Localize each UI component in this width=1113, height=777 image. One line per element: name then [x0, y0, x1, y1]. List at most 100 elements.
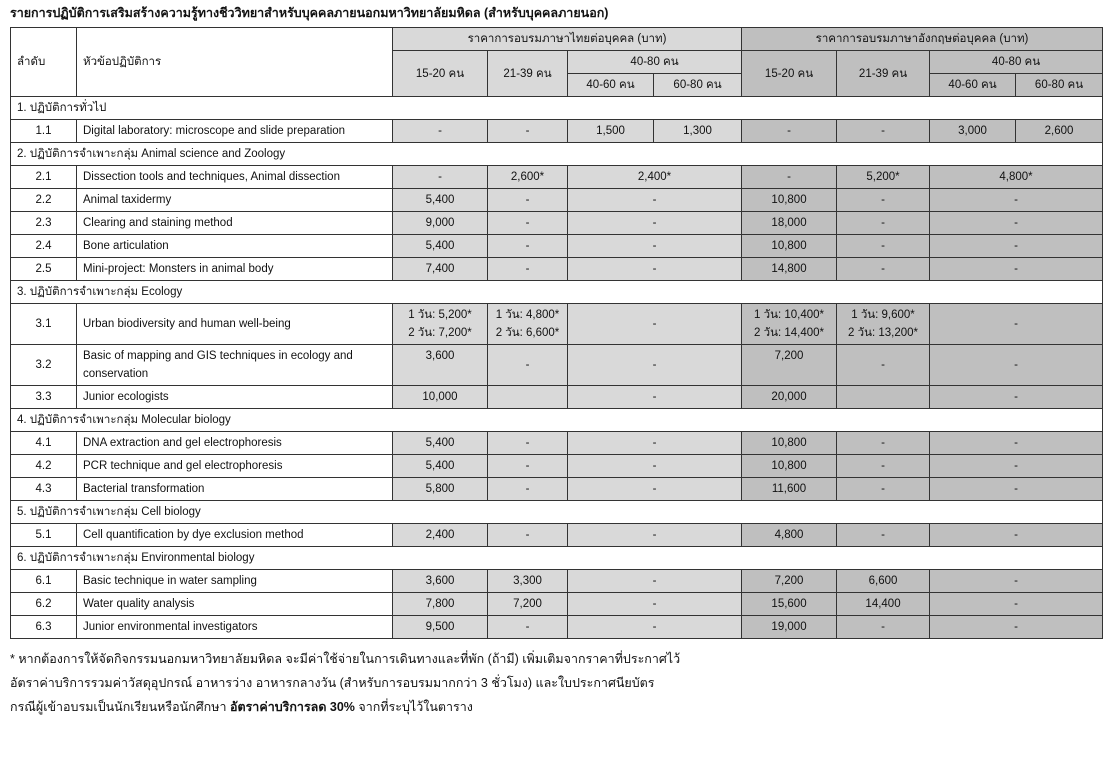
header-thai-15-20: 15-20 คน [392, 50, 488, 97]
thai-price-cell: - [566, 234, 743, 258]
header-thai-40-60: 40-60 คน [567, 73, 654, 97]
section-row: 3. ปฏิบัติการจำเพาะกลุ่ม Ecology [9, 280, 1104, 304]
thai-price-cell: 1,300 [652, 119, 743, 143]
thai-price-cell: 7,200 [487, 592, 568, 616]
thai-price-cell: - [392, 119, 488, 143]
note-included: อัตราค่าบริการรวมค่าวัสดุอุปกรณ์ อาหารว่… [10, 676, 655, 690]
table-row: 2.3 Clearing and staining method 9,000- -18… [10, 211, 1104, 235]
thai-price-cell: 5,400 [392, 454, 488, 478]
eng-price-cell: - [836, 188, 931, 212]
thai-price-cell: - [487, 211, 568, 235]
thai-price-cell: - [566, 592, 743, 616]
footnotes: * หากต้องการให้จัดกิจกรรมนอกมหาวิทยาลัยม… [10, 647, 1102, 719]
thai-price-cell: - [487, 234, 568, 258]
thai-price-cell: 2,600* [487, 165, 568, 189]
table-row: 6.2 Water quality analysis 7,800 7,200-15,6… [10, 592, 1104, 616]
eng-price-cell: - [836, 615, 931, 639]
row-title: Cell quantification by dye exclusion met… [76, 523, 393, 547]
table-row: 6.3 Junior environmental investigators 9,5… [10, 615, 1104, 639]
thai-price-cell: - [566, 523, 743, 547]
table-row: 4.1 DNA extraction and gel electrophoresi… [10, 431, 1104, 455]
header-eng-40-60: 40-60 คน [929, 73, 1017, 97]
thai-price-cell: 5,400 [392, 431, 488, 455]
page: รายการปฏิบัติการเสริมสร้างความรู้ทางชีวว… [9, 6, 1104, 719]
table-row: 3.1 Urban biodiversity and human well-bei… [10, 303, 1104, 345]
thai-price-cell: 10,000 [392, 385, 488, 409]
thai-price-cell: - [566, 477, 743, 501]
header-thai-40-80: 40-80 คน [566, 50, 743, 74]
row-number: 3.1 [10, 303, 77, 345]
table-row: 6.1 Basic technique in water sampling 3,60… [10, 569, 1104, 593]
eng-price-cell: - [741, 165, 838, 189]
eng-price-cell: - [836, 211, 931, 235]
header-eng-21-39: 21-39 คน [836, 50, 931, 97]
row-number: 3.3 [10, 385, 77, 409]
thai-price-cell: 9,000 [392, 211, 488, 235]
eng-price-cell: - [836, 454, 931, 478]
thai-price-cell: - [566, 431, 743, 455]
row-number: 4.3 [10, 477, 77, 501]
eng-price-cell: 10,800 [741, 234, 838, 258]
row-number: 2.2 [10, 188, 77, 212]
eng-price-cell: 18,000 [741, 211, 838, 235]
thai-price-cell: 1,500 [567, 119, 654, 143]
thai-price-cell: - [487, 188, 568, 212]
row-title: Digital laboratory: microscope and slide… [76, 119, 393, 143]
eng-price-cell: 14,800 [741, 257, 838, 281]
thai-price-cell: - [566, 569, 743, 593]
eng-price-cell: 4,800 [741, 523, 838, 547]
eng-price-cell: 7,200 [741, 344, 838, 386]
section-title: 4. ปฏิบัติการจำเพาะกลุ่ม Molecular biolo… [9, 408, 1104, 432]
eng-price-cell: - [929, 569, 1104, 593]
header-eng-60-80: 60-80 คน [1015, 73, 1104, 97]
table-row: 3.3 Junior ecologists 10,000-20,000- [10, 385, 1104, 409]
eng-price-cell: - [929, 257, 1104, 281]
row-title: Mini-project: Monsters in animal body [76, 257, 393, 281]
table-row: 4.3 Bacterial transformation 5,800- -11,600… [10, 477, 1104, 501]
thai-price-cell [487, 385, 568, 409]
section-row: 4. ปฏิบัติการจำเพาะกลุ่ม Molecular biolo… [9, 408, 1104, 432]
eng-price-cell: 19,000 [741, 615, 838, 639]
row-number: 2.5 [10, 257, 77, 281]
thai-price-cell: 9,500 [392, 615, 488, 639]
eng-price-cell: 2,600 [1015, 119, 1104, 143]
eng-price-cell: 4,800* [929, 165, 1104, 189]
page-title: รายการปฏิบัติการเสริมสร้างความรู้ทางชีวว… [10, 6, 609, 20]
row-number: 1.1 [10, 119, 77, 143]
eng-price-cell: - [836, 431, 931, 455]
thai-price-cell: - [566, 257, 743, 281]
table-row: 5.1 Cell quantification by dye exclusion … [10, 523, 1104, 547]
eng-price-cell: 1 วัน: 10,400* 2 วัน: 14,400* [741, 303, 838, 345]
section-title: 1. ปฏิบัติการทั่วไป [9, 96, 1104, 120]
row-title: Basic of mapping and GIS techniques in e… [76, 344, 393, 386]
table-row: 2.4 Bone articulation 5,400- -10,800- - [10, 234, 1104, 258]
eng-price-cell: 11,600 [741, 477, 838, 501]
header-topic: หัวข้อปฏิบัติการ [76, 27, 393, 97]
section-title: 5. ปฏิบัติการจำเพาะกลุ่ม Cell biology [9, 500, 1104, 524]
thai-price-cell: 5,400 [392, 234, 488, 258]
thai-price-cell: - [487, 257, 568, 281]
thai-price-cell: - [566, 303, 743, 345]
row-number: 4.1 [10, 431, 77, 455]
thai-price-cell: 3,600 [392, 344, 488, 386]
row-title: PCR technique and gel electrophoresis [76, 454, 393, 478]
thai-price-cell: - [487, 119, 568, 143]
eng-price-cell: 3,000 [929, 119, 1017, 143]
row-number: 2.3 [10, 211, 77, 235]
row-title: Bacterial transformation [76, 477, 393, 501]
thai-price-cell: - [566, 385, 743, 409]
eng-price-cell [836, 385, 931, 409]
section-row: 6. ปฏิบัติการจำเพาะกลุ่ม Environmental b… [9, 546, 1104, 570]
eng-price-cell: - [929, 211, 1104, 235]
thai-price-cell: 1 วัน: 4,800* 2 วัน: 6,600* [487, 303, 568, 345]
thai-price-cell: - [392, 165, 488, 189]
thai-price-cell: - [566, 454, 743, 478]
eng-price-cell: - [929, 385, 1104, 409]
thai-price-cell: 2,400* [566, 165, 743, 189]
eng-price-cell: 10,800 [741, 454, 838, 478]
section-title: 2. ปฏิบัติการจำเพาะกลุ่ม Animal science … [9, 142, 1104, 166]
eng-price-cell: 20,000 [741, 385, 838, 409]
header-thai-60-80: 60-80 คน [652, 73, 743, 97]
table-row: 3.2 Basic of mapping and GIS techniques i… [10, 344, 1104, 386]
thai-price-cell: 7,800 [392, 592, 488, 616]
